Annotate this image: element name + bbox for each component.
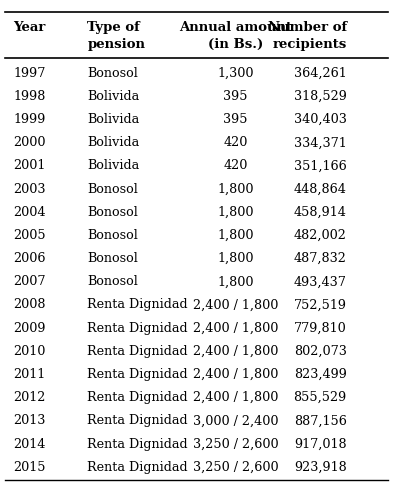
- Text: recipients: recipients: [272, 38, 347, 51]
- Text: 2,400 / 1,800: 2,400 / 1,800: [193, 367, 278, 380]
- Text: Renta Dignidad: Renta Dignidad: [87, 437, 188, 450]
- Text: 2003: 2003: [13, 182, 46, 195]
- Text: 2015: 2015: [13, 460, 46, 473]
- Text: Renta Dignidad: Renta Dignidad: [87, 344, 188, 357]
- Text: 1999: 1999: [13, 113, 46, 126]
- Text: 1,300: 1,300: [217, 67, 254, 79]
- Text: 855,529: 855,529: [294, 391, 347, 403]
- Text: 2014: 2014: [13, 437, 46, 450]
- Text: Renta Dignidad: Renta Dignidad: [87, 298, 188, 311]
- Text: 420: 420: [223, 136, 248, 149]
- Text: 2013: 2013: [13, 413, 46, 426]
- Text: 3,250 / 2,600: 3,250 / 2,600: [193, 460, 278, 473]
- Text: 458,914: 458,914: [294, 205, 347, 218]
- Text: 493,437: 493,437: [294, 275, 347, 287]
- Text: 2004: 2004: [13, 205, 46, 218]
- Text: 2010: 2010: [13, 344, 46, 357]
- Text: 2000: 2000: [13, 136, 46, 149]
- Text: Type of: Type of: [87, 21, 140, 33]
- Text: 779,810: 779,810: [294, 321, 347, 334]
- Text: Renta Dignidad: Renta Dignidad: [87, 413, 188, 426]
- Text: 482,002: 482,002: [294, 228, 347, 242]
- Text: 917,018: 917,018: [294, 437, 347, 450]
- Text: Bonosol: Bonosol: [87, 67, 138, 79]
- Text: 823,499: 823,499: [294, 367, 347, 380]
- Text: 1,800: 1,800: [217, 275, 254, 287]
- Text: 1997: 1997: [13, 67, 46, 79]
- Text: 351,166: 351,166: [294, 159, 347, 172]
- Text: 420: 420: [223, 159, 248, 172]
- Text: 340,403: 340,403: [294, 113, 347, 126]
- Text: 448,864: 448,864: [294, 182, 347, 195]
- Text: 487,832: 487,832: [294, 252, 347, 265]
- Text: Bonosol: Bonosol: [87, 182, 138, 195]
- Text: Renta Dignidad: Renta Dignidad: [87, 460, 188, 473]
- Text: Bonosol: Bonosol: [87, 228, 138, 242]
- Text: Number of: Number of: [268, 21, 347, 33]
- Text: 2012: 2012: [13, 391, 46, 403]
- Text: 395: 395: [223, 113, 248, 126]
- Text: 1,800: 1,800: [217, 252, 254, 265]
- Text: 364,261: 364,261: [294, 67, 347, 79]
- Text: 3,250 / 2,600: 3,250 / 2,600: [193, 437, 278, 450]
- Text: 2006: 2006: [13, 252, 46, 265]
- Text: Bolivida: Bolivida: [87, 159, 140, 172]
- Text: 3,000 / 2,400: 3,000 / 2,400: [193, 413, 278, 426]
- Text: 2,400 / 1,800: 2,400 / 1,800: [193, 344, 278, 357]
- Text: Bonosol: Bonosol: [87, 275, 138, 287]
- Text: 2,400 / 1,800: 2,400 / 1,800: [193, 321, 278, 334]
- Text: Bolivida: Bolivida: [87, 90, 140, 103]
- Text: Bolivida: Bolivida: [87, 113, 140, 126]
- Text: 1998: 1998: [13, 90, 46, 103]
- Text: 752,519: 752,519: [294, 298, 347, 311]
- Text: 1,800: 1,800: [217, 182, 254, 195]
- Text: 2007: 2007: [13, 275, 46, 287]
- Text: Bonosol: Bonosol: [87, 205, 138, 218]
- Text: 2001: 2001: [13, 159, 46, 172]
- Text: Renta Dignidad: Renta Dignidad: [87, 367, 188, 380]
- Text: 2009: 2009: [13, 321, 46, 334]
- Text: (in Bs.): (in Bs.): [208, 38, 263, 51]
- Text: Bonosol: Bonosol: [87, 252, 138, 265]
- Text: 395: 395: [223, 90, 248, 103]
- Text: 923,918: 923,918: [294, 460, 347, 473]
- Text: 1,800: 1,800: [217, 228, 254, 242]
- Text: 2005: 2005: [13, 228, 46, 242]
- Text: Renta Dignidad: Renta Dignidad: [87, 321, 188, 334]
- Text: 802,073: 802,073: [294, 344, 347, 357]
- Text: 2,400 / 1,800: 2,400 / 1,800: [193, 298, 278, 311]
- Text: Bolivida: Bolivida: [87, 136, 140, 149]
- Text: 318,529: 318,529: [294, 90, 347, 103]
- Text: 887,156: 887,156: [294, 413, 347, 426]
- Text: pension: pension: [87, 38, 145, 51]
- Text: Renta Dignidad: Renta Dignidad: [87, 391, 188, 403]
- Text: Year: Year: [13, 21, 46, 33]
- Text: 2,400 / 1,800: 2,400 / 1,800: [193, 391, 278, 403]
- Text: 2008: 2008: [13, 298, 46, 311]
- Text: Annual amount: Annual amount: [179, 21, 292, 33]
- Text: 2011: 2011: [13, 367, 45, 380]
- Text: 334,371: 334,371: [294, 136, 347, 149]
- Text: 1,800: 1,800: [217, 205, 254, 218]
